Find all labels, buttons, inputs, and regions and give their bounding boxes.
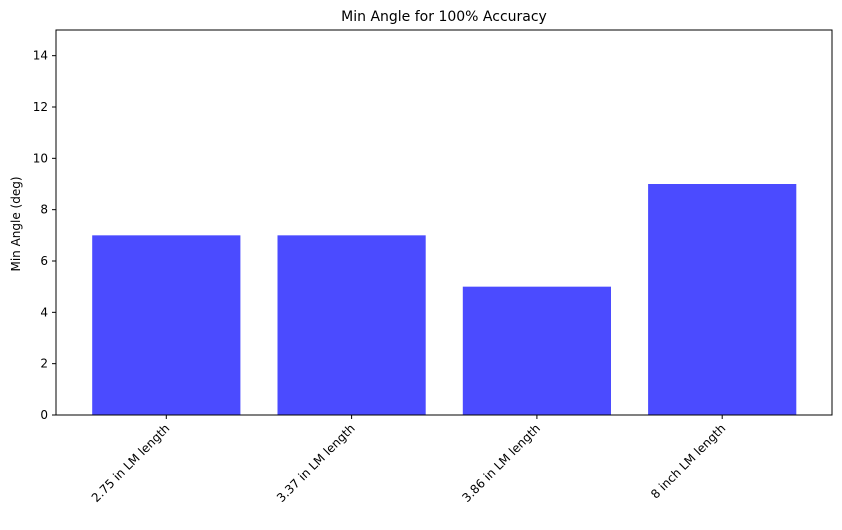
y-axis-label: Min Angle (deg) <box>9 176 23 271</box>
bar-1 <box>92 235 241 415</box>
x-tick-label: 3.86 in LM length <box>459 421 543 505</box>
y-ticks: 0 2 4 6 8 10 12 14 <box>33 49 56 422</box>
bar-4 <box>648 184 797 415</box>
x-tick-label: 3.37 in LM length <box>274 421 358 505</box>
y-tick-label: 0 <box>40 408 48 422</box>
y-tick-label: 6 <box>40 254 48 268</box>
y-tick-label: 12 <box>33 100 48 114</box>
chart-title: Min Angle for 100% Accuracy <box>341 9 547 25</box>
bar-3 <box>462 286 611 415</box>
bars-layer <box>92 184 797 415</box>
y-tick-label: 10 <box>33 151 48 165</box>
x-tick-label: 2.75 in LM length <box>89 421 173 505</box>
x-tick-label: 8 inch LM length <box>648 421 728 501</box>
y-tick-label: 14 <box>33 49 48 63</box>
y-tick-label: 2 <box>40 357 48 371</box>
y-tick-label: 4 <box>40 305 48 319</box>
plot-frame <box>55 29 833 416</box>
y-tick-label: 8 <box>40 203 48 217</box>
x-ticks: 2.75 in LM length 3.37 in LM length 3.86 i… <box>89 415 728 505</box>
bar-2 <box>277 235 426 415</box>
